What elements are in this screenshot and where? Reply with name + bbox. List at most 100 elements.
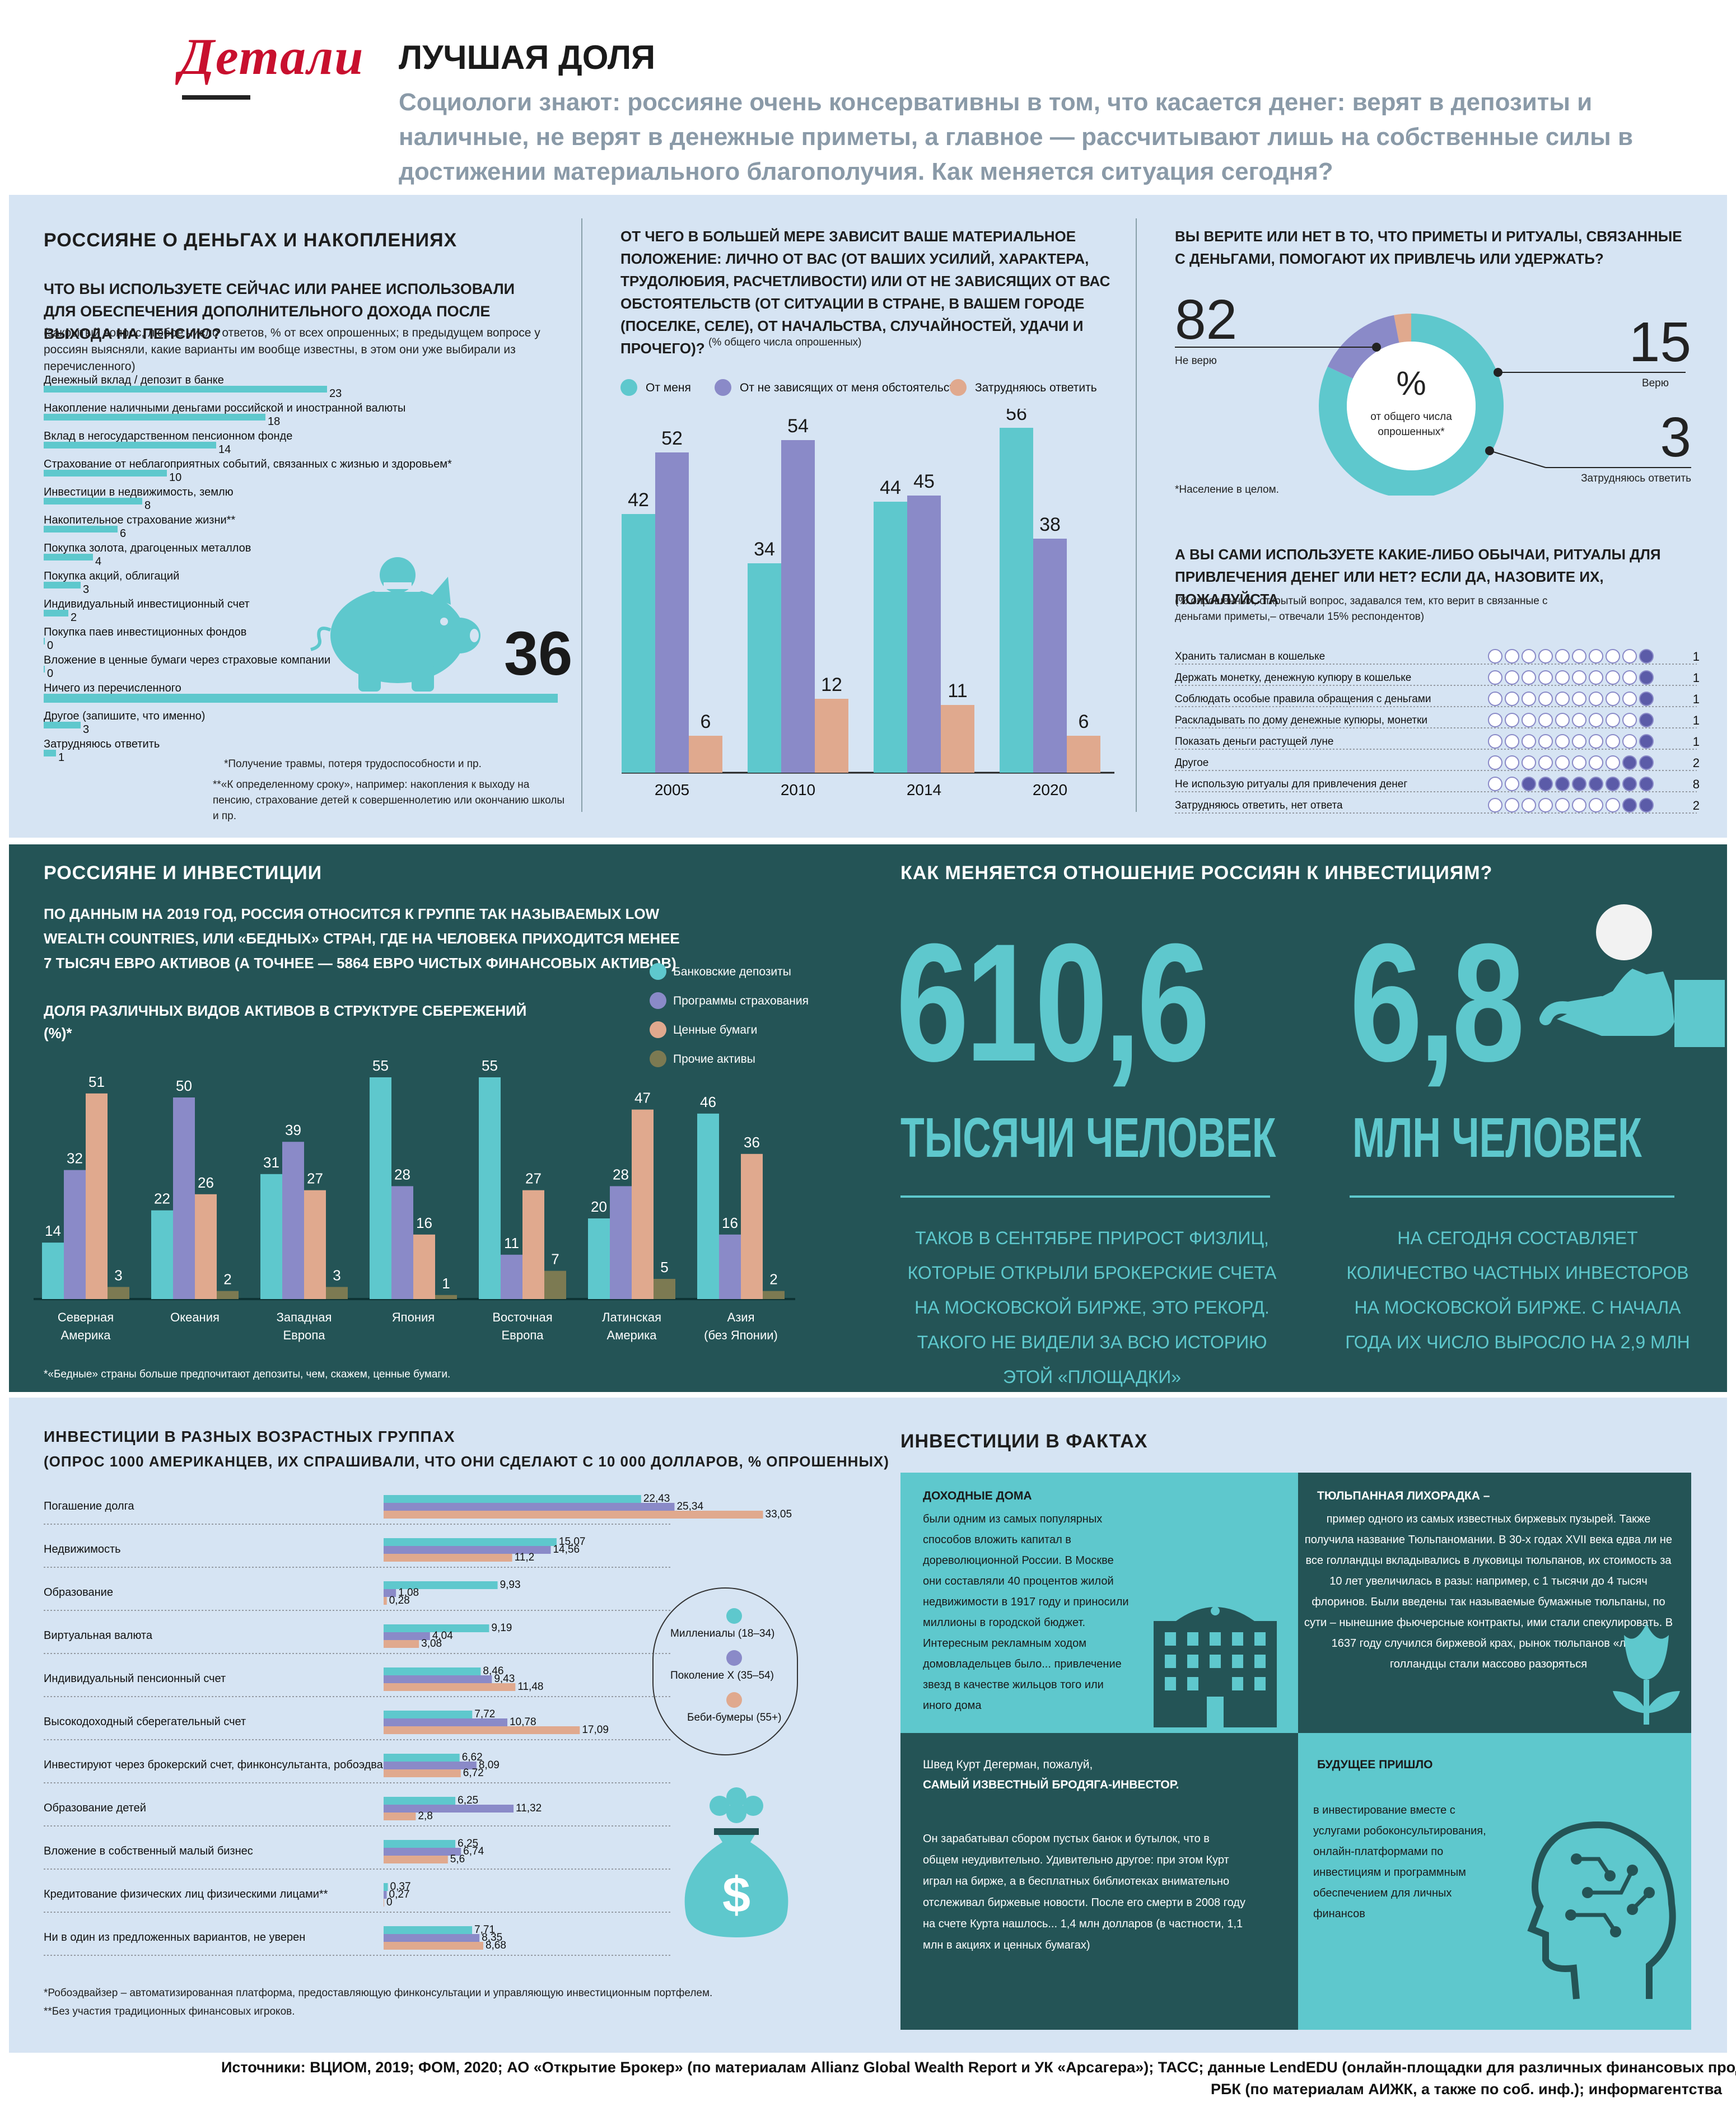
- dot-row-label: Держать монетку, денежную купюру в кошел…: [1175, 672, 1411, 684]
- legend-dot-peach: [950, 379, 967, 396]
- bar-value: 6,25: [458, 1838, 478, 1849]
- dot: [1538, 734, 1553, 749]
- bar-value: 54: [787, 415, 809, 437]
- dot: [1522, 798, 1536, 812]
- bar: [44, 526, 118, 532]
- bar-value: 11,32: [516, 1802, 542, 1814]
- legend-label: Миллениалы (18–34): [670, 1628, 775, 1639]
- bar: [384, 1762, 477, 1769]
- legend-label: Ценные бумаги: [673, 1024, 758, 1036]
- sec1-note: (закрытый вопрос, любое число ответов, %…: [44, 326, 540, 373]
- bar: [384, 1495, 641, 1503]
- dot: [1488, 777, 1502, 791]
- dot-row-label: Затрудняюсь ответить, нет ответа: [1175, 800, 1343, 811]
- bar: [384, 1546, 551, 1554]
- dot: [1589, 713, 1603, 727]
- dot: [1639, 755, 1654, 770]
- bar: [384, 1632, 430, 1640]
- legend-label: От меня: [646, 381, 691, 394]
- legend-dot-purple: [715, 379, 731, 396]
- fact-box-3: [900, 1733, 1298, 2030]
- big-unit-2: МЛН ЧЕЛОВЕК: [1352, 1106, 1642, 1169]
- dot: [1606, 777, 1620, 791]
- bar-label: Индивидуальный пенсионный счет: [44, 1673, 226, 1685]
- legend-label: Прочие активы: [673, 1053, 755, 1066]
- money-bag-icon: $: [684, 1787, 788, 1937]
- box4-text: в инвестирование вместе с услугами робок…: [1313, 1804, 1486, 1920]
- dot: [1555, 798, 1570, 812]
- bar-value: 47: [634, 1090, 651, 1106]
- bar-value: 11: [504, 1235, 519, 1251]
- legend-dot-peach: [650, 1021, 666, 1038]
- dot: [1488, 798, 1502, 812]
- dot: [1639, 798, 1654, 812]
- bar-value: 34: [754, 539, 775, 560]
- bar-value: 8,35: [482, 1932, 502, 1944]
- dot: [1606, 713, 1620, 727]
- bar: [44, 666, 45, 672]
- bar-value: 0: [47, 667, 53, 680]
- bar: [64, 1170, 86, 1299]
- bar-value: 6: [120, 527, 126, 540]
- bar-value: 27: [525, 1170, 542, 1187]
- omens-donut-chart: % от общего числа опрошенных* 82 Не верю 15 Ве…: [1175, 288, 1691, 496]
- sec1-title: РОССИЯНЕ О ДЕНЬГАХ И НАКОПЛЕНИЯХ: [44, 230, 458, 251]
- bar: [44, 414, 265, 421]
- bar-value: 3: [333, 1267, 340, 1283]
- dot: [1639, 692, 1654, 706]
- bar: [632, 1109, 654, 1299]
- donut-center-symbol: %: [1396, 365, 1426, 402]
- dot: [1555, 670, 1570, 685]
- bar-value: 2: [223, 1271, 231, 1288]
- divider-2: [1136, 218, 1137, 812]
- bar-value: 28: [394, 1166, 410, 1183]
- donut-center-text: опрошенных*: [1378, 426, 1445, 438]
- bar-value: 55: [482, 1058, 498, 1074]
- bar-value: 3: [114, 1267, 122, 1283]
- legend-dot-teal: [620, 379, 637, 396]
- slice-value: 3: [1660, 406, 1691, 469]
- dot: [1505, 798, 1519, 812]
- dot: [1522, 670, 1536, 685]
- dot: [1522, 713, 1536, 727]
- dot-row-label: Хранить талисман в кошельке: [1175, 651, 1325, 662]
- bar-value: 8: [144, 499, 151, 512]
- bar: [108, 1287, 129, 1299]
- bar-value: 5,6: [450, 1853, 465, 1865]
- bar: [384, 1554, 512, 1562]
- dot: [1538, 755, 1553, 770]
- bar: [384, 1754, 460, 1762]
- dot: [1488, 649, 1502, 664]
- bar: [384, 1942, 483, 1950]
- bar-value: 11,2: [515, 1552, 535, 1563]
- bar: [501, 1254, 522, 1299]
- dot: [1572, 670, 1586, 685]
- bar: [173, 1097, 195, 1299]
- bar-value: 15,07: [559, 1536, 586, 1548]
- dot: [1555, 755, 1570, 770]
- sec6-footnote-2: **Без участия традиционных финансовых иг…: [44, 2006, 295, 2017]
- bar: [384, 1883, 388, 1891]
- bar-label: Вклад в негосударственном пенсионном фон…: [44, 430, 292, 442]
- bar-value: 4,04: [432, 1630, 453, 1642]
- bar: [44, 582, 81, 588]
- bar-label: Страхование от неблагоприятных событий, …: [44, 458, 452, 470]
- bar-label: Вложение в собственный малый бизнес: [44, 1845, 253, 1857]
- bar-value: 16: [722, 1215, 738, 1231]
- x-tick-label: Восточная: [492, 1310, 552, 1324]
- bar-value: 27: [307, 1170, 323, 1187]
- bar-value: 31: [263, 1154, 279, 1171]
- bar-label: Ничего из перечисленного: [44, 682, 181, 694]
- desc-2: НА СЕГОДНЯ СОСТАВЛЯЕТ КОЛИЧЕСТВО ЧАСТНЫХ…: [1345, 1228, 1690, 1352]
- bar-label: Образование: [44, 1586, 113, 1599]
- dot-row-label: Другое: [1175, 757, 1208, 769]
- x-tick-label: Япония: [392, 1310, 435, 1324]
- bar-value: 3,08: [421, 1638, 442, 1650]
- bar: [384, 1934, 480, 1942]
- bar-value: 8,09: [479, 1759, 500, 1771]
- bar-value: 6: [1079, 711, 1089, 732]
- bar-value: 32: [67, 1150, 83, 1167]
- sec4-chart-title: ДОЛЯ РАЗЛИЧНЫХ ВИДОВ АКТИВОВ В СТРУКТУРЕ…: [44, 1002, 527, 1041]
- bar-label: Другое (запишите, что именно): [44, 710, 205, 722]
- bar: [384, 1624, 489, 1632]
